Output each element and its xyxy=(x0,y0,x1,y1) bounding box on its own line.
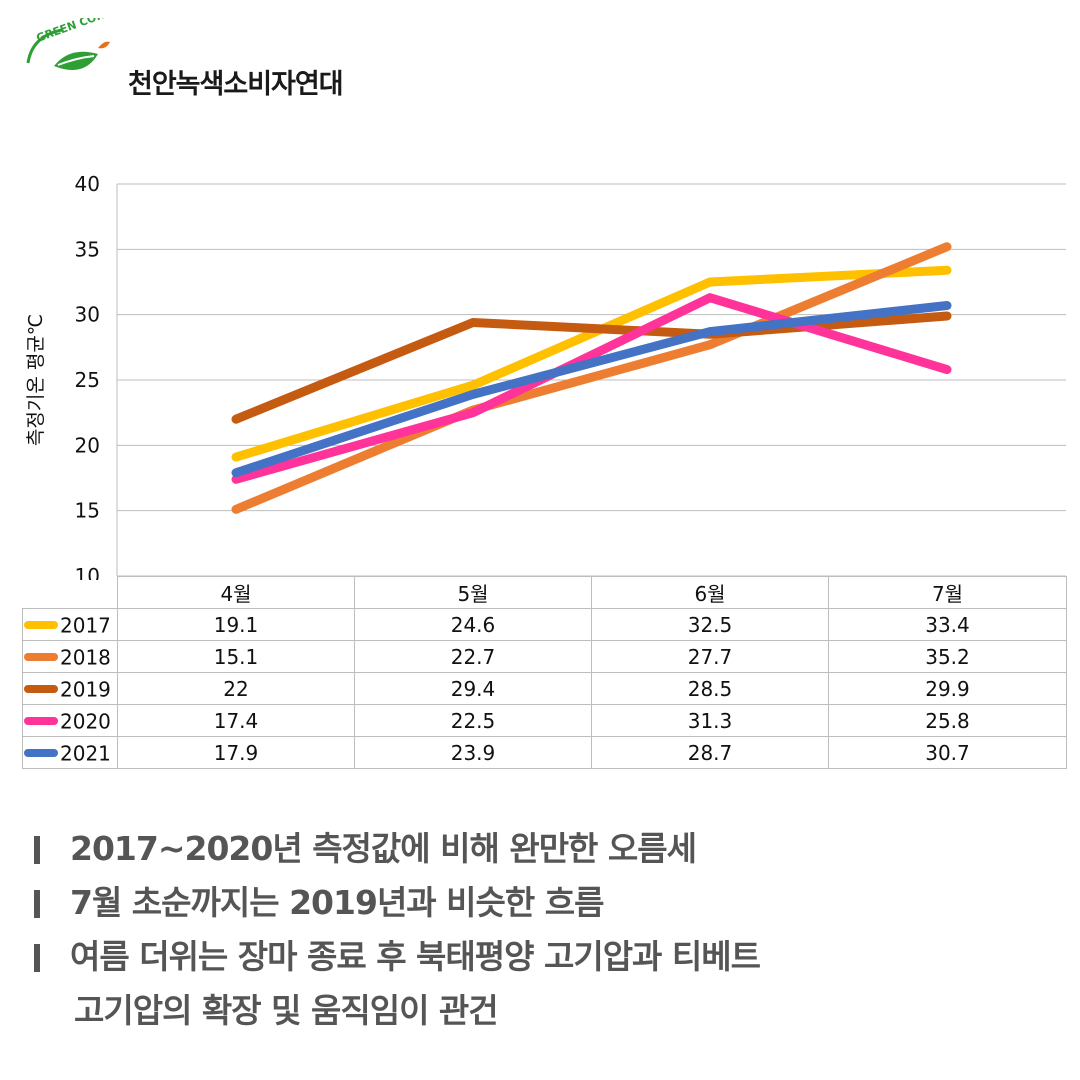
y-tick-label: 15 xyxy=(75,499,100,523)
series-name: 2018 xyxy=(60,645,111,670)
legend-swatch xyxy=(24,717,58,726)
series-name: 2019 xyxy=(60,677,111,702)
data-label: 25.8 xyxy=(828,704,1067,737)
data-label: 22.5 xyxy=(354,704,592,737)
line-chart: 10 15 20 25 30 35 40 측정기온 평균℃ xyxy=(25,172,1066,580)
bullet-bar-icon xyxy=(34,890,40,918)
legend-entry: 2019 xyxy=(22,672,118,705)
series-name: 2020 xyxy=(60,709,111,734)
y-tick-label: 30 xyxy=(75,303,100,327)
legend-entry: 2021 xyxy=(22,736,118,769)
data-label: 15.1 xyxy=(117,640,355,673)
data-label: 29.9 xyxy=(828,672,1067,705)
legend-swatch xyxy=(24,653,58,662)
data-label: 22.7 xyxy=(354,640,592,673)
y-tick-label: 20 xyxy=(75,433,100,457)
series-line-2019 xyxy=(231,311,952,424)
series-line-2020 xyxy=(231,293,952,484)
table-row: 2017 19.1 24.6 32.5 33.4 xyxy=(22,608,1067,641)
legend-entry: 2020 xyxy=(22,704,118,737)
leaf-vein xyxy=(57,55,95,66)
y-tick-label: 10 xyxy=(75,564,100,580)
data-label: 22 xyxy=(117,672,355,705)
y-tick-label: 35 xyxy=(75,237,100,261)
x-tick-label: 5월 xyxy=(354,576,592,609)
note-text: 여름 더위는 장마 종료 후 북태평양 고기압과 티베트 xyxy=(70,937,761,976)
series-name: 2021 xyxy=(60,741,111,766)
legend-swatch xyxy=(24,685,58,694)
data-label: 19.1 xyxy=(117,608,355,641)
y-axis-ticks: 10 15 20 25 30 35 40 xyxy=(75,172,100,580)
data-label: 28.5 xyxy=(591,672,829,705)
bullet-bar-icon xyxy=(34,836,40,864)
data-label: 35.2 xyxy=(828,640,1067,673)
table-header-row: 4월 5월 6월 7월 xyxy=(22,576,1067,609)
x-tick-label: 6월 xyxy=(591,576,829,609)
y-tick-label: 25 xyxy=(75,368,100,392)
leaf-accent-icon xyxy=(98,41,110,49)
data-label: 24.6 xyxy=(354,608,592,641)
org-name: 천안녹색소비자연대 xyxy=(128,69,344,100)
table-row: 2020 17.4 22.5 31.3 25.8 xyxy=(22,704,1067,737)
note-item-continued: 고기압의 확장 및 움직임이 관건 xyxy=(30,984,1070,1038)
data-label: 17.9 xyxy=(117,736,355,769)
series-name: 2017 xyxy=(60,613,111,638)
logo-arc xyxy=(26,28,63,64)
y-axis-label: 측정기온 평균℃ xyxy=(25,314,47,446)
data-label: 27.7 xyxy=(591,640,829,673)
legend-entry: 2018 xyxy=(22,640,118,673)
data-label: 31.3 xyxy=(591,704,829,737)
table-row: 2018 15.1 22.7 27.7 35.2 xyxy=(22,640,1067,673)
note-text: 2017~2020년 측정값에 비해 완만한 오름세 xyxy=(70,829,697,868)
legend-swatch xyxy=(24,621,58,630)
note-text: 7월 초순까지는 2019년과 비슷한 흐름 xyxy=(70,883,604,922)
data-label: 23.9 xyxy=(354,736,592,769)
y-tick-label: 40 xyxy=(75,172,100,196)
notes-list: 2017~2020년 측정값에 비해 완만한 오름세 7월 초순까지는 2019… xyxy=(30,822,1070,1038)
series-lines xyxy=(231,242,952,514)
x-tick-label: 7월 xyxy=(828,576,1067,609)
data-label: 29.4 xyxy=(354,672,592,705)
table-row: 2019 22 29.4 28.5 29.9 xyxy=(22,672,1067,705)
series-line-2021 xyxy=(231,301,952,478)
legend-entry: 2017 xyxy=(22,608,118,641)
note-item: 7월 초순까지는 2019년과 비슷한 흐름 xyxy=(30,876,1070,930)
legend-swatch xyxy=(24,749,58,758)
data-label: 33.4 xyxy=(828,608,1067,641)
table-row: 2021 17.9 23.9 28.7 30.7 xyxy=(22,736,1067,769)
note-text: 고기압의 확장 및 움직임이 관건 xyxy=(74,991,499,1030)
note-item: 2017~2020년 측정값에 비해 완만한 오름세 xyxy=(30,822,1070,876)
bullet-bar-icon xyxy=(34,944,40,972)
series-line-2018 xyxy=(231,242,952,514)
data-table: 4월 5월 6월 7월 2017 19.1 24.6 32.5 33.4 201… xyxy=(22,576,1067,769)
table-corner xyxy=(22,576,118,609)
data-label: 28.7 xyxy=(591,736,829,769)
data-label: 30.7 xyxy=(828,736,1067,769)
x-tick-label: 4월 xyxy=(117,576,355,609)
data-label: 17.4 xyxy=(117,704,355,737)
data-label: 32.5 xyxy=(591,608,829,641)
series-line-2017 xyxy=(231,265,952,462)
note-item: 여름 더위는 장마 종료 후 북태평양 고기압과 티베트 xyxy=(30,930,1070,984)
